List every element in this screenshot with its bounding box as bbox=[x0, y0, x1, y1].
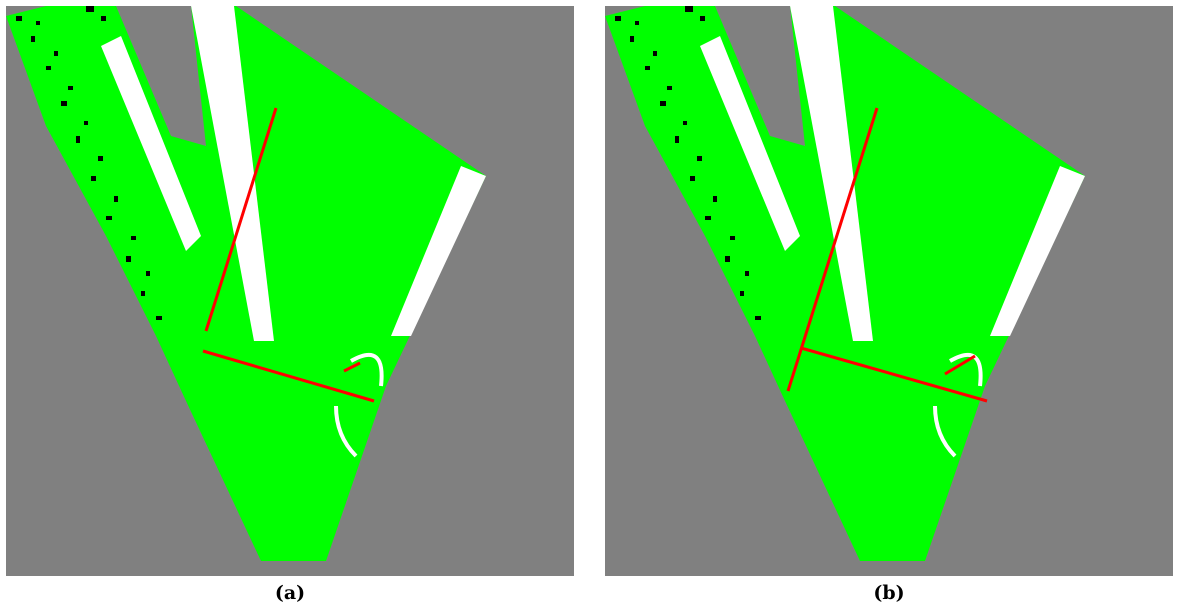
curb-arc bbox=[334, 352, 384, 458]
obstacle-clutter bbox=[16, 6, 162, 320]
occupancy-grid-map-a bbox=[6, 6, 574, 576]
figure-panel-a bbox=[6, 6, 574, 576]
caption-a: (a) bbox=[274, 582, 306, 604]
detected-line-1 bbox=[204, 107, 278, 332]
lane-marking-strip-3 bbox=[101, 36, 201, 251]
figure-panel-b bbox=[605, 6, 1173, 576]
lane-marking-strip-2 bbox=[391, 166, 486, 336]
occupancy-grid-map-b bbox=[605, 6, 1173, 576]
caption-b: (b) bbox=[873, 582, 905, 604]
detected-line-3 bbox=[343, 361, 361, 373]
grey-region-upper bbox=[116, 6, 206, 146]
detected-line-2 bbox=[800, 346, 988, 403]
lane-marking-strip-2 bbox=[990, 166, 1085, 336]
lane-marking-strip-3 bbox=[700, 36, 800, 251]
lane-marking-strip-1 bbox=[790, 6, 873, 341]
lane-marking-strip-1 bbox=[191, 6, 274, 341]
obstacle-clutter bbox=[615, 6, 761, 320]
grey-region-upper bbox=[715, 6, 805, 146]
detected-line-2 bbox=[202, 349, 375, 403]
detected-line-3 bbox=[944, 354, 976, 376]
detected-line-1 bbox=[786, 107, 879, 392]
